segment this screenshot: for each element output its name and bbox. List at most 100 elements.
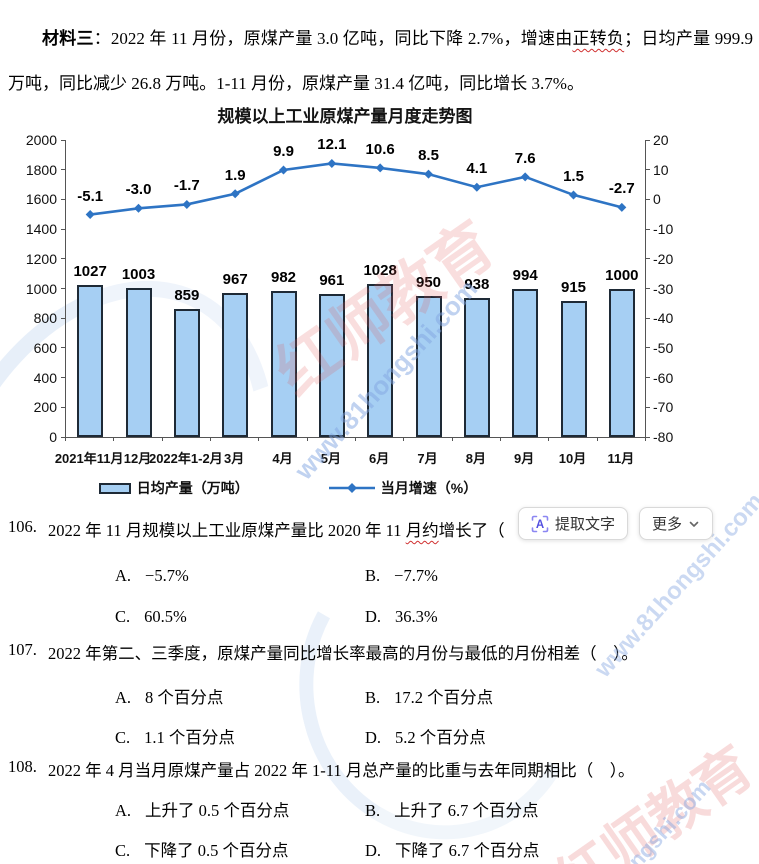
more-button[interactable]: 更多: [639, 507, 714, 540]
question-text: 2022 年第二、三季度，原煤产量同比增长率最高的月份与最低的月份相差（ ）。: [48, 640, 747, 664]
line-value-label: -5.1: [77, 187, 104, 205]
bar-3月: [222, 293, 249, 437]
option-d: D. 5.2 个百分点: [365, 724, 486, 748]
left-axis-tick-label: 1200: [25, 250, 57, 267]
right-axis-tick-label: -60: [653, 369, 674, 386]
option-a: A. 上升了 0.5 个百分点: [115, 797, 289, 821]
right-axis-tick: [646, 228, 650, 230]
bar-12月: [125, 288, 152, 437]
right-axis-tick-label: 0: [653, 191, 661, 208]
x-axis-tick: [403, 437, 405, 441]
left-axis-tick: [61, 169, 65, 171]
left-axis-tick: [61, 436, 65, 438]
option-d: D. 36.3%: [365, 607, 438, 627]
watermark-text: hongshi.com: [605, 774, 716, 864]
x-axis-tick: [451, 437, 453, 441]
right-axis-tick-label: -10: [653, 221, 674, 238]
option-c: C. 1.1 个百分点: [115, 724, 235, 748]
right-axis-tick: [646, 198, 650, 200]
option-text: 5.2 个百分点: [395, 728, 486, 747]
option-letter: B.: [365, 688, 381, 707]
bar-value-label: 950: [415, 273, 442, 291]
x-axis-tick: [258, 437, 260, 441]
chart-title: 规模以上工业原煤产量月度走势图: [217, 107, 473, 126]
left-axis-tick: [61, 258, 65, 260]
option-d: D. 下降了 6.7 个百分点: [365, 837, 539, 861]
right-axis-tick-label: -70: [653, 399, 674, 416]
legend-label: 当月增速（%）: [380, 480, 478, 496]
bar-8月: [463, 297, 490, 437]
line-value-label: 7.6: [514, 149, 536, 167]
svg-text:A: A: [536, 519, 544, 531]
option-c: C. 60.5%: [115, 607, 187, 627]
question-number: 106.: [8, 517, 37, 536]
extract-text-button[interactable]: A 提取文字: [518, 507, 629, 540]
left-axis-tick-label: 2000: [25, 132, 57, 148]
bar-2021年11月: [77, 284, 104, 437]
line-value-label: 10.6: [365, 140, 395, 158]
line-value-label: 4.1: [466, 160, 488, 178]
left-axis-tick: [61, 406, 65, 408]
option-text: 下降了 0.5 个百分点: [144, 841, 289, 860]
right-axis-tick-label: -50: [653, 339, 674, 356]
left-axis-tick: [61, 198, 65, 200]
bar-value-label: 982: [270, 269, 297, 287]
option-c: C. 下降了 0.5 个百分点: [115, 837, 289, 861]
bar-11月: [608, 288, 635, 437]
option-text: −7.7%: [394, 566, 438, 585]
bar-7月: [415, 295, 442, 437]
option-b: B. −7.7%: [365, 566, 438, 586]
left-axis-tick-label: 1400: [25, 221, 57, 238]
line-value-label: 1.9: [224, 166, 246, 184]
option-letter: A.: [115, 566, 132, 585]
bar-value-label: 961: [319, 272, 345, 290]
x-axis-tick: [596, 437, 598, 441]
line-value-label: 12.1: [317, 136, 347, 154]
left-axis-tick: [61, 347, 65, 349]
left-axis-tick-label: 0: [49, 429, 57, 445]
option-letter: C.: [115, 728, 131, 747]
line-value-label: 1.5: [563, 167, 584, 185]
x-axis-tick: [355, 437, 356, 441]
option-letter: D.: [365, 841, 382, 860]
bar-value-label: 1003: [121, 266, 156, 284]
floating-toolbar: A 提取文字 更多: [518, 507, 714, 540]
option-text: −5.7%: [145, 566, 189, 585]
x-axis-tick: [65, 437, 66, 441]
option-a: A. −5.7%: [115, 566, 189, 586]
paragraph-text: ；日均产量 999.9 万吨，同比减少 26.8 万吨。1-11 月份，原煤产量…: [8, 29, 754, 93]
option-text: 60.5%: [144, 607, 187, 626]
x-axis-tick: [548, 437, 550, 441]
option-letter: C.: [115, 607, 131, 626]
bar-value-label: 967: [222, 271, 248, 289]
question-text-segment: 2022 年 4 月当月原煤产量占 2022 年 1-11 月总产量的比重与去年…: [48, 761, 635, 780]
line-series-swatch-icon: [328, 483, 375, 493]
plot-area: 1027 1003 859 967 982 961 1028 950 938 994 915 1000…: [65, 136, 646, 438]
option-letter: C.: [115, 841, 131, 860]
option-text: 上升了 0.5 个百分点: [145, 801, 290, 820]
x-axis-label: 8月: [465, 451, 486, 466]
option-letter: D.: [365, 728, 382, 747]
question-number: 108.: [8, 757, 37, 776]
paragraph-text: ：2022 年 11 月份，原煤产量 3.0 亿吨，同比下降 2.7%，增速由: [93, 29, 573, 48]
question-text-segment: 2022 年 11 月规模以上工业原煤产量比 2020 年 11: [48, 521, 406, 540]
x-axis-label: 11月: [607, 451, 635, 466]
option-text: 1.1 个百分点: [144, 728, 235, 747]
right-axis-tick: [646, 406, 650, 408]
extract-text-label: 提取文字: [555, 516, 616, 533]
x-axis-label: 5月: [320, 451, 341, 466]
bar-4月: [270, 291, 297, 437]
bar-value-label: 938: [464, 275, 490, 293]
option-b: B. 上升了 6.7 个百分点: [365, 797, 539, 821]
line-value-label: 9.9: [273, 142, 294, 160]
left-axis-tick-label: 1800: [25, 161, 57, 178]
x-axis-tick: [113, 437, 115, 441]
bar-value-label: 1027: [73, 262, 107, 280]
option-text: 8 个百分点: [145, 688, 224, 707]
right-axis-tick-label: -20: [653, 250, 674, 267]
left-axis-tick: [61, 377, 65, 379]
x-axis-label: 7月: [417, 451, 438, 466]
watermark-text: 红师教育: [544, 734, 759, 864]
x-axis-label: 10月: [558, 451, 587, 466]
